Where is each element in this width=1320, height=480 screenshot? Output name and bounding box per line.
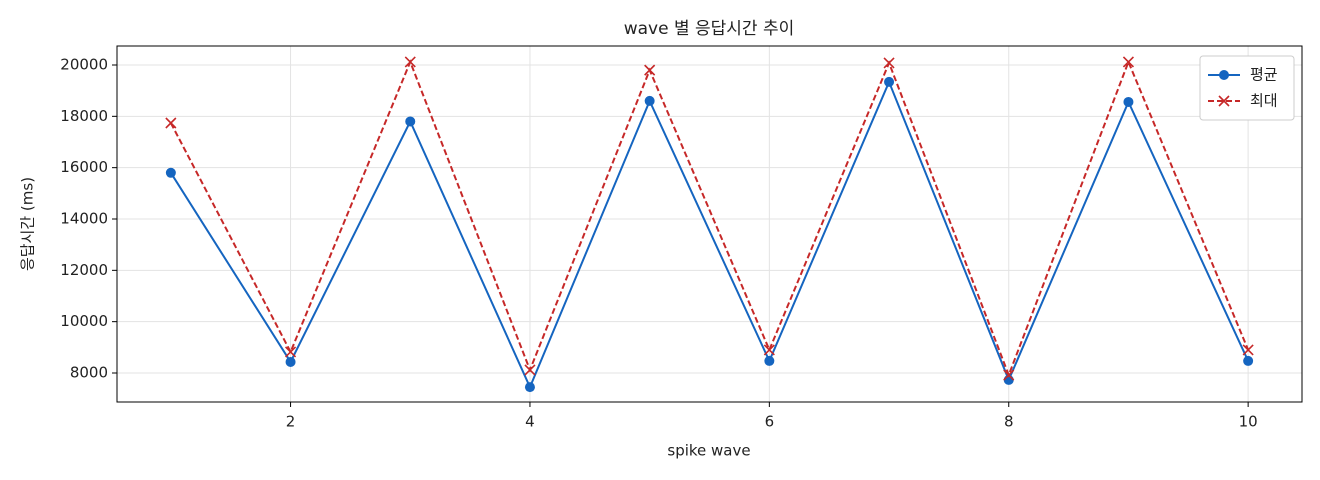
- marker: [883, 57, 895, 69]
- y-tick-label: 12000: [60, 261, 108, 279]
- marker: [405, 116, 416, 127]
- x-axis-label: spike wave: [667, 442, 750, 460]
- legend-label: 평균: [1250, 66, 1278, 84]
- marker: [284, 346, 297, 358]
- marker: [285, 356, 296, 367]
- marker: [884, 76, 895, 87]
- y-tick-label: 10000: [60, 312, 108, 330]
- marker: [524, 382, 535, 393]
- marker: [644, 95, 655, 106]
- x-tick-label: 8: [1004, 413, 1014, 431]
- marker: [1242, 344, 1254, 356]
- y-tick-label: 18000: [60, 107, 108, 125]
- marker: [1123, 96, 1134, 107]
- x-tick-label: 6: [765, 413, 775, 431]
- y-tick-label: 16000: [60, 158, 108, 176]
- marker: [165, 167, 176, 178]
- series-line: [170, 79, 1250, 390]
- x-tick-label: 10: [1239, 413, 1258, 431]
- x-tick-label: 2: [286, 413, 296, 431]
- marker: [763, 344, 775, 356]
- plot-frame: [116, 45, 1303, 403]
- marker: [1122, 56, 1135, 68]
- marker: [1243, 355, 1254, 366]
- y-tick-label: 14000: [60, 209, 108, 227]
- marker: [404, 56, 416, 68]
- marker: [1003, 369, 1015, 381]
- y-tick-label: 20000: [60, 55, 108, 73]
- marker: [644, 64, 656, 76]
- chart-title: wave 별 응답시간 추이: [624, 19, 795, 39]
- x-tick-label: 4: [525, 413, 535, 431]
- marker: [1218, 95, 1230, 107]
- marker: [764, 355, 775, 366]
- legend-box: [1199, 55, 1295, 121]
- series-line: [169, 59, 1250, 378]
- marker: [524, 364, 536, 376]
- y-axis-label: 응답시간 (ms): [19, 177, 37, 271]
- y-tick-label: 8000: [70, 363, 108, 381]
- marker: [165, 117, 177, 129]
- marker: [1219, 70, 1229, 80]
- legend-label: 최대: [1250, 92, 1278, 110]
